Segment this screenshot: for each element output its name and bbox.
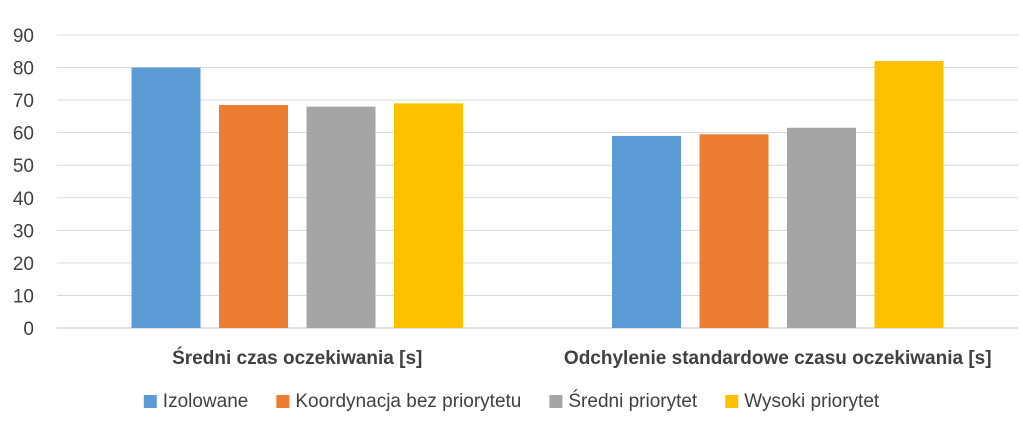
y-tick-label: 30 [13, 221, 34, 242]
legend-item: Wysoki priorytet [725, 391, 880, 412]
legend-swatch [725, 395, 739, 408]
x-axis-categories: Średni czas oczekiwania [s] Odchylenie st… [172, 347, 991, 369]
legend-label: Wysoki priorytet [744, 391, 880, 412]
bar [306, 106, 376, 328]
y-tick-label: 90 [13, 26, 34, 47]
bar [787, 127, 856, 329]
legend-item: Koordynacja bez priorytetu [276, 391, 521, 412]
y-tick-label: 0 [23, 319, 34, 340]
legend-swatch [549, 395, 563, 408]
legend-label: Koordynacja bez priorytetu [295, 391, 521, 412]
y-axis-ticks: 0 10 20 30 40 50 60 70 80 90 [13, 26, 34, 340]
bar [394, 103, 463, 328]
y-tick-label: 70 [13, 91, 34, 112]
legend-label: Izolowane [163, 391, 249, 412]
legend-swatch [276, 395, 290, 408]
legend-item: Średni priorytet [549, 390, 698, 412]
y-tick-label: 20 [13, 254, 34, 275]
bars [131, 61, 944, 329]
gridlines [57, 34, 1018, 329]
x-category-label: Średni czas oczekiwania [s] [172, 347, 422, 369]
bar [612, 135, 681, 328]
legend-swatch [143, 395, 157, 408]
legend-label: Średni priorytet [568, 390, 698, 412]
bar [699, 134, 769, 328]
y-tick-label: 50 [13, 156, 34, 177]
y-tick-label: 60 [13, 124, 34, 145]
y-tick-label: 10 [13, 286, 34, 307]
legend-item: Izolowane [143, 391, 249, 412]
bar [219, 104, 288, 328]
legend: Izolowane Koordynacja bez priorytetu Średn… [143, 390, 880, 412]
bar [874, 61, 944, 329]
bar [131, 67, 201, 329]
y-tick-label: 40 [13, 189, 34, 210]
y-tick-label: 80 [13, 59, 34, 80]
x-category-label: Odchylenie standardowe czasu oczekiwania… [564, 348, 992, 369]
